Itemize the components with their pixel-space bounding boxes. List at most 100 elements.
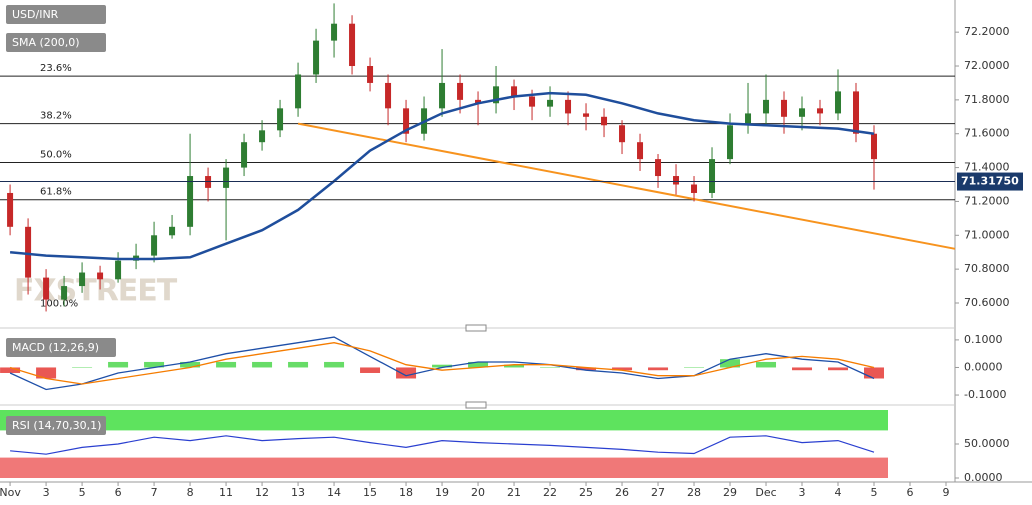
candle-body bbox=[547, 99, 554, 107]
x-tick-label: 13 bbox=[291, 486, 305, 499]
candle-body bbox=[115, 260, 122, 280]
y-tick-label: 50.0000 bbox=[964, 437, 1010, 450]
y-tick-label: 72.2000 bbox=[964, 25, 1010, 38]
divider-grip[interactable] bbox=[465, 324, 487, 332]
macd-histogram-bar bbox=[0, 367, 21, 373]
legend-box bbox=[6, 5, 106, 24]
x-tick-label: 4 bbox=[835, 486, 842, 499]
x-tick-label: 8 bbox=[187, 486, 194, 499]
x-tick-label: 7 bbox=[151, 486, 158, 499]
legend-box bbox=[6, 416, 106, 435]
x-tick-label: 28 bbox=[687, 486, 701, 499]
macd-histogram-bar bbox=[216, 361, 237, 368]
candle-body bbox=[25, 226, 32, 278]
y-tick-label: 0.0000 bbox=[964, 471, 1003, 484]
macd-histogram-bar bbox=[180, 361, 201, 368]
x-tick-label: Nov bbox=[0, 486, 21, 499]
y-tick-label: -0.1000 bbox=[964, 388, 1006, 401]
y-tick-label: 71.2000 bbox=[964, 194, 1010, 207]
sma-line bbox=[9, 91, 875, 261]
y-tick-label: 70.6000 bbox=[964, 296, 1010, 309]
fib-label: 100.0% bbox=[40, 298, 78, 309]
candle-body bbox=[673, 176, 680, 185]
x-tick-label: 29 bbox=[723, 486, 737, 499]
divider-grip[interactable] bbox=[465, 401, 487, 409]
legend-label: USD/INR bbox=[12, 8, 59, 21]
candle-body bbox=[151, 235, 158, 256]
macd-histogram-bar bbox=[432, 364, 453, 368]
x-tick-label: 27 bbox=[651, 486, 665, 499]
x-tick-label: 11 bbox=[219, 486, 233, 499]
candle-body bbox=[745, 113, 752, 126]
x-tick-label: 3 bbox=[43, 486, 50, 499]
macd-histogram-bar bbox=[792, 367, 813, 371]
macd-histogram-bar bbox=[828, 367, 849, 371]
macd-histogram-bar bbox=[252, 361, 273, 368]
x-tick-label: 15 bbox=[363, 486, 377, 499]
candle-body bbox=[529, 96, 536, 107]
legend-box bbox=[6, 33, 106, 52]
trendline bbox=[297, 122, 956, 250]
x-tick-label: 5 bbox=[871, 486, 878, 499]
candle-body bbox=[691, 184, 698, 193]
candle-body bbox=[7, 192, 14, 227]
x-tick-label: 14 bbox=[327, 486, 341, 499]
rsi-line bbox=[10, 435, 875, 455]
macd-histogram-bar bbox=[360, 367, 381, 373]
candle-body bbox=[439, 82, 446, 109]
candle-body bbox=[583, 113, 590, 117]
x-tick-label: 20 bbox=[471, 486, 485, 499]
rsi-band bbox=[0, 457, 888, 478]
y-tick-label: 71.4000 bbox=[964, 161, 1010, 174]
candle-body bbox=[637, 142, 644, 160]
macd-histogram-bar bbox=[756, 361, 777, 368]
candle-body bbox=[61, 286, 68, 300]
macd-histogram-bar bbox=[72, 367, 93, 368]
candle-body bbox=[43, 277, 50, 300]
candle-body bbox=[727, 125, 734, 160]
candle-body bbox=[511, 86, 518, 97]
candle-body bbox=[457, 82, 464, 100]
x-tick-label: 19 bbox=[435, 486, 449, 499]
y-tick-label: 71.0000 bbox=[964, 228, 1010, 241]
x-tick-label: 3 bbox=[799, 486, 806, 499]
x-tick-label: 6 bbox=[115, 486, 122, 499]
macd-histogram-bar bbox=[612, 367, 633, 371]
candle-body bbox=[223, 167, 230, 188]
y-tick-label: 71.8000 bbox=[964, 93, 1010, 106]
candle-body bbox=[619, 125, 626, 143]
candle-body bbox=[853, 91, 860, 134]
candle-body bbox=[835, 91, 842, 114]
x-tick-label: 21 bbox=[507, 486, 521, 499]
candle-body bbox=[709, 159, 716, 193]
candle-body bbox=[259, 130, 266, 143]
macd-histogram-bar bbox=[648, 367, 669, 371]
macd-line bbox=[9, 342, 875, 385]
x-tick-label: 5 bbox=[79, 486, 86, 499]
candle-body bbox=[79, 272, 86, 287]
legend-label: MACD (12,26,9) bbox=[12, 341, 99, 354]
candle-body bbox=[385, 82, 392, 109]
legend-label: RSI (14,70,30,1) bbox=[12, 419, 101, 432]
x-tick-label: 26 bbox=[615, 486, 629, 499]
candle-body bbox=[169, 226, 176, 236]
x-tick-label: 22 bbox=[543, 486, 557, 499]
candle-body bbox=[277, 108, 284, 131]
macd-histogram-bar bbox=[864, 367, 885, 379]
y-tick-label: 70.8000 bbox=[964, 262, 1010, 275]
macd-histogram-bar bbox=[468, 361, 489, 368]
x-tick-label: 12 bbox=[255, 486, 269, 499]
candle-body bbox=[493, 86, 500, 104]
y-tick-label: 72.0000 bbox=[964, 59, 1010, 72]
x-tick-label: 18 bbox=[399, 486, 413, 499]
fib-label: 23.6% bbox=[40, 63, 72, 74]
candle-body bbox=[349, 23, 356, 67]
fib-label: 50.0% bbox=[40, 150, 72, 161]
legend-label: SMA (200,0) bbox=[12, 36, 80, 49]
macd-histogram-bar bbox=[540, 367, 561, 368]
x-tick-label: 6 bbox=[907, 486, 914, 499]
candle-body bbox=[871, 133, 878, 160]
fib-label: 61.8% bbox=[40, 187, 72, 198]
rsi-band bbox=[0, 410, 888, 431]
x-tick-label: 9 bbox=[943, 486, 950, 499]
